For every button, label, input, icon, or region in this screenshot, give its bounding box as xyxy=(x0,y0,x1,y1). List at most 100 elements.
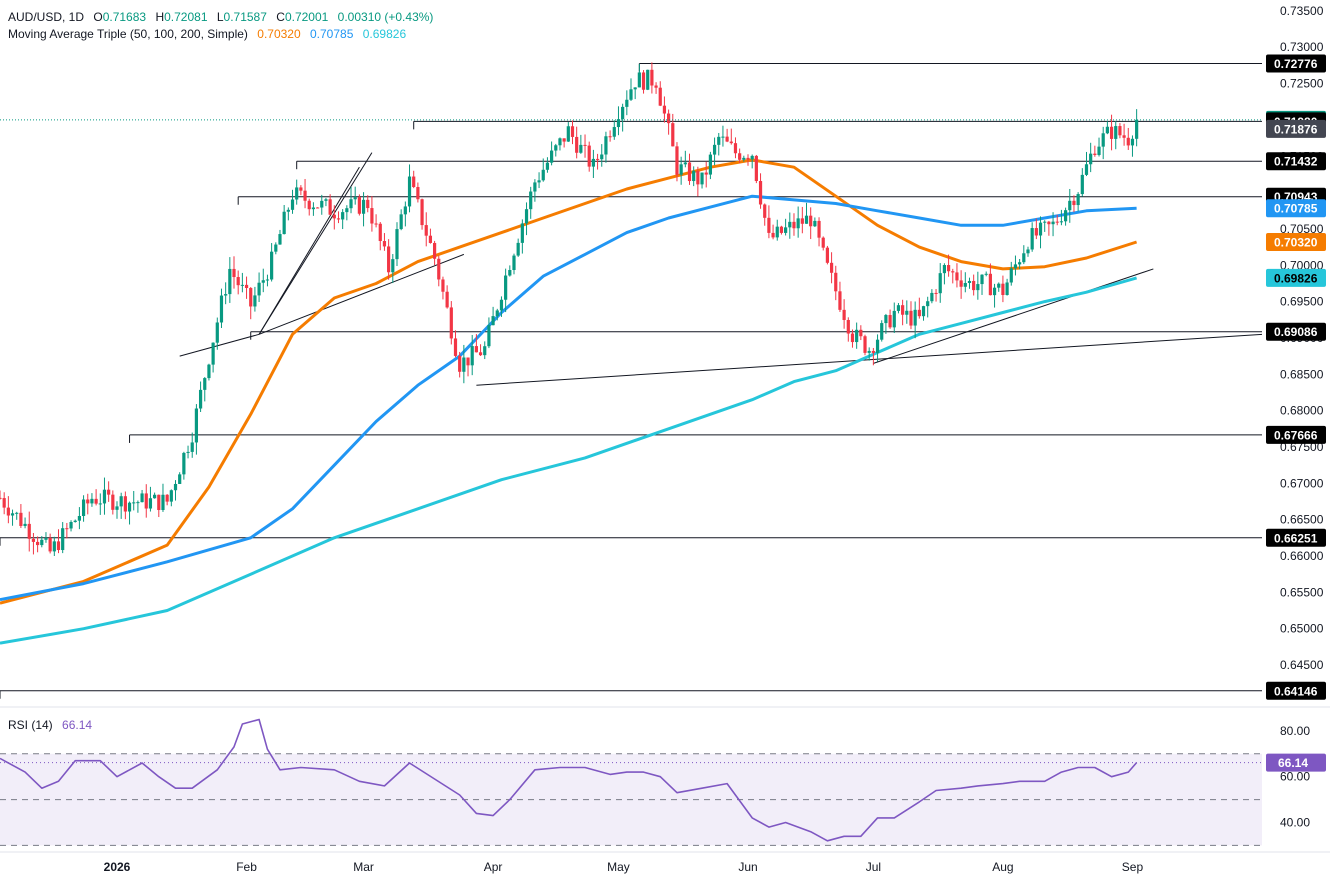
candle-up xyxy=(90,498,94,504)
candle-down xyxy=(583,144,587,146)
time-tick-label: Aug xyxy=(992,860,1013,874)
candle-down xyxy=(917,309,921,317)
candle-down xyxy=(859,329,863,337)
time-tick-label: May xyxy=(607,860,630,874)
candle-up xyxy=(491,316,495,326)
candle-down xyxy=(871,350,875,353)
candle-up xyxy=(533,182,537,192)
candle-up xyxy=(997,283,1001,288)
candle-up xyxy=(1038,222,1043,236)
candle-down xyxy=(738,153,742,160)
candle-up xyxy=(750,155,754,160)
candle-down xyxy=(754,155,758,182)
candle-up xyxy=(353,197,357,200)
candle-up xyxy=(261,280,265,283)
candle-up xyxy=(102,489,107,504)
candle-down xyxy=(357,197,361,214)
low-value: 0.71587 xyxy=(223,10,267,24)
candle-down xyxy=(771,232,775,238)
candle-up xyxy=(813,220,817,227)
candle-up xyxy=(153,494,157,499)
price-tick-label: 0.68500 xyxy=(1280,367,1324,381)
candle-up xyxy=(194,408,199,443)
candle-up xyxy=(963,282,967,287)
candle-down xyxy=(378,223,382,242)
candle-up xyxy=(136,502,140,504)
candle-up xyxy=(257,282,261,296)
candle-up xyxy=(942,265,947,274)
horizontal-levels[interactable] xyxy=(0,63,1262,699)
candle-down xyxy=(428,235,433,243)
candle-down xyxy=(575,136,579,153)
candle-up xyxy=(541,169,545,181)
candle-up xyxy=(566,126,570,142)
close-value: 0.72001 xyxy=(284,10,329,24)
candle-down xyxy=(315,207,320,209)
time-tick-label: Jun xyxy=(738,860,757,874)
candle-up xyxy=(69,522,73,529)
price-tick-label: 0.69500 xyxy=(1280,295,1324,309)
candle-down xyxy=(236,277,240,286)
candle-up xyxy=(1097,146,1101,155)
price-tick-label: 0.64500 xyxy=(1280,658,1324,672)
candle-up xyxy=(190,442,194,452)
candle-up xyxy=(692,170,696,182)
candle-up xyxy=(550,150,554,163)
time-axis[interactable]: 2026 Feb Mar Apr May Jun Jul Aug Sep xyxy=(0,851,1330,874)
candle-up xyxy=(600,154,604,160)
candle-up xyxy=(1114,126,1118,139)
candle-up xyxy=(721,136,725,138)
candle-up xyxy=(1018,262,1022,265)
candle-up xyxy=(207,364,211,379)
candle-up xyxy=(483,346,487,356)
candle-up xyxy=(913,309,917,326)
candle-up xyxy=(717,136,721,145)
candle-down xyxy=(671,123,675,147)
ma50-value: 0.70320 xyxy=(257,27,301,41)
ma100-line xyxy=(0,194,1137,602)
candle-down xyxy=(458,355,462,372)
price-label-text: 0.70785 xyxy=(1274,202,1318,216)
candle-up xyxy=(629,89,633,100)
candle-down xyxy=(800,218,804,224)
candle-up xyxy=(1076,194,1080,206)
candle-down xyxy=(955,272,959,281)
price-label-box xyxy=(1266,54,1326,73)
candle-down xyxy=(641,72,646,90)
candle-down xyxy=(704,172,708,175)
candle-up xyxy=(77,515,81,521)
candle-down xyxy=(1093,153,1097,155)
price-tick-label: 0.73000 xyxy=(1280,40,1324,54)
price-label-text: 0.64146 xyxy=(1274,684,1318,698)
trend-line xyxy=(258,152,373,335)
candle-up xyxy=(278,234,282,245)
candle-down xyxy=(299,187,303,191)
candle-up xyxy=(1130,138,1135,146)
candle-down xyxy=(675,146,679,175)
ohlc-values: O0.71683 H0.72081 L0.71587 C0.72001 0.00… xyxy=(93,10,439,24)
candle-up xyxy=(499,299,504,311)
candle-up xyxy=(1089,153,1093,165)
price-label-box xyxy=(1266,119,1326,138)
candle-down xyxy=(850,333,855,343)
price-label-box xyxy=(1266,528,1326,547)
ma200-line xyxy=(0,276,1138,645)
price-label-box xyxy=(1266,199,1326,218)
candle-up xyxy=(40,539,44,546)
time-tick-label: Jul xyxy=(866,860,881,874)
candle-up xyxy=(1030,228,1034,250)
candle-down xyxy=(123,496,127,512)
price-tick-label: 0.73500 xyxy=(1280,4,1324,18)
candle-up xyxy=(115,506,119,510)
rsi-pane: 80.00 60.00 40.00 66.14 xyxy=(0,718,1326,846)
rsi-title: RSI (14) xyxy=(8,718,53,732)
candle-up xyxy=(524,209,529,224)
candle-up xyxy=(228,268,232,295)
candle-up xyxy=(896,305,901,311)
candle-down xyxy=(370,208,374,224)
rsi-tick-label: 80.00 xyxy=(1280,724,1310,738)
candle-up xyxy=(921,306,926,317)
price-axis[interactable]: 0.735000.730000.725000.720000.715000.710… xyxy=(1266,4,1326,700)
trend-lines[interactable] xyxy=(179,152,1263,386)
